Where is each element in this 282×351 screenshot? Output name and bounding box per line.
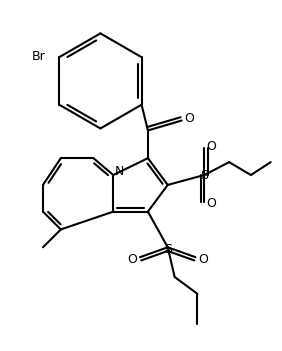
Text: O: O [185, 112, 195, 125]
Text: N: N [114, 165, 124, 178]
Text: S: S [164, 243, 172, 256]
Text: O: O [127, 253, 137, 266]
Text: O: O [199, 253, 208, 266]
Text: Br: Br [32, 50, 45, 63]
Text: O: O [206, 140, 216, 153]
Text: S: S [201, 168, 208, 181]
Text: O: O [206, 197, 216, 210]
